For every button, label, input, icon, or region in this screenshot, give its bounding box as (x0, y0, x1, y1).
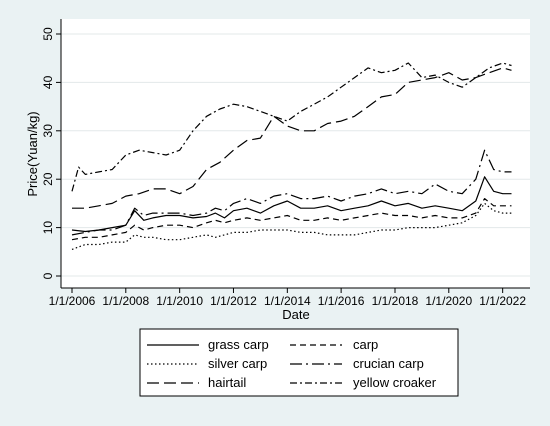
x-tick-label: 1/1/2010 (156, 294, 203, 308)
x-tick-label: 1/1/2018 (372, 294, 419, 308)
axes (60, 19, 530, 289)
x-tick-label: 1/1/2022 (479, 294, 526, 308)
x-axis-label: Date (282, 307, 309, 322)
y-tick-label: 50 (41, 27, 55, 41)
y-tick-label: 10 (41, 221, 55, 235)
y-axis-label: Price(Yuan/kg) (25, 111, 40, 196)
y-tick-label: 20 (41, 172, 55, 186)
y-tick-label: 30 (41, 124, 55, 138)
series-line-carp (71, 198, 512, 241)
series-line-hairtail (72, 67, 512, 209)
series-group (71, 62, 512, 250)
legend-label: crucian carp (353, 356, 424, 371)
x-tick-label: 1/1/2020 (425, 294, 472, 308)
x-tick-labels: 1/1/2006 1/1/2008 1/1/2010 1/1/2012 1/1/2014… (49, 288, 526, 308)
legend: grass carp carp silver carp crucian carp hai… (147, 337, 437, 390)
x-tick-label: 1/1/2008 (102, 294, 149, 308)
legend-label: grass carp (208, 337, 269, 352)
y-tick-label: 40 (41, 75, 55, 89)
series-line-grass-carp (71, 176, 512, 233)
legend-label: hairtail (208, 375, 246, 390)
legend-label: carp (353, 337, 378, 352)
x-tick-label: 1/1/2014 (264, 294, 311, 308)
x-tick-label: 1/1/2012 (210, 294, 257, 308)
x-tick-label: 1/1/2016 (318, 294, 365, 308)
y-tick-label: 0 (41, 272, 55, 279)
legend-label: silver carp (208, 356, 267, 371)
x-tick-label: 1/1/2006 (49, 294, 96, 308)
legend-box (139, 328, 459, 397)
legend-label: yellow croaker (353, 375, 437, 390)
y-tick-labels: 0 10 20 30 40 50 (41, 27, 61, 279)
series-line-yellow-croaker (71, 62, 512, 192)
series-line-silver-carp (71, 202, 512, 250)
plot-area-background (61, 19, 530, 288)
